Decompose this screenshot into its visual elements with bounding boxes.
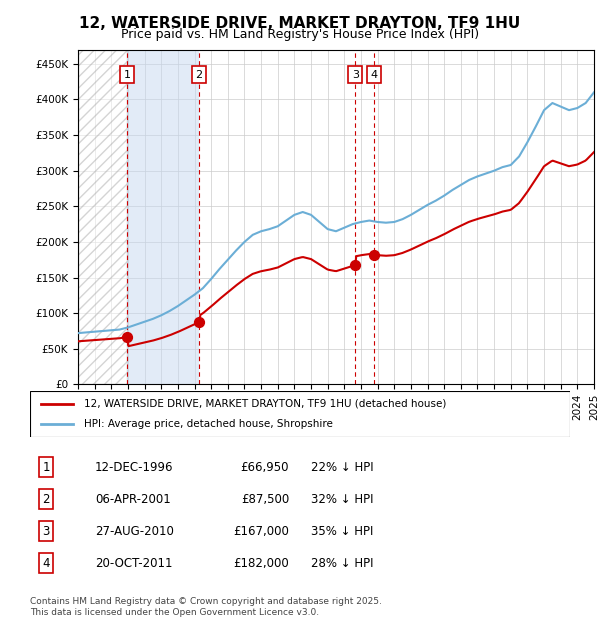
Text: HPI: Average price, detached house, Shropshire: HPI: Average price, detached house, Shro… (84, 419, 333, 429)
Text: 20-OCT-2011: 20-OCT-2011 (95, 557, 172, 570)
Point (350, 260, 360, 270)
Text: 2: 2 (196, 69, 203, 79)
Text: 06-APR-2001: 06-APR-2001 (95, 493, 170, 506)
Text: Contains HM Land Registry data © Crown copyright and database right 2025.
This d: Contains HM Land Registry data © Crown c… (30, 598, 382, 617)
Point (194, 317, 204, 327)
Bar (78, 50, 127, 384)
Text: 12, WATERSIDE DRIVE, MARKET DRAYTON, TF9 1HU: 12, WATERSIDE DRIVE, MARKET DRAYTON, TF9… (79, 16, 521, 30)
Point (122, 332, 132, 342)
Text: 4: 4 (43, 557, 50, 570)
Text: 2: 2 (43, 493, 50, 506)
Text: £66,950: £66,950 (241, 461, 289, 474)
Text: 28% ↓ HPI: 28% ↓ HPI (311, 557, 373, 570)
Text: Price paid vs. HM Land Registry's House Price Index (HPI): Price paid vs. HM Land Registry's House … (121, 28, 479, 41)
Text: 27-AUG-2010: 27-AUG-2010 (95, 525, 173, 538)
Text: 4: 4 (371, 69, 378, 79)
Text: 3: 3 (43, 525, 50, 538)
Text: 1: 1 (43, 461, 50, 474)
Text: 1: 1 (124, 69, 131, 79)
Text: 35% ↓ HPI: 35% ↓ HPI (311, 525, 373, 538)
FancyBboxPatch shape (30, 391, 570, 437)
Text: 22% ↓ HPI: 22% ↓ HPI (311, 461, 373, 474)
Text: 32% ↓ HPI: 32% ↓ HPI (311, 493, 373, 506)
Text: 12-DEC-1996: 12-DEC-1996 (95, 461, 173, 474)
Bar (127, 50, 199, 384)
Text: £87,500: £87,500 (241, 493, 289, 506)
Text: 3: 3 (352, 69, 359, 79)
Point (370, 250, 379, 260)
Text: £167,000: £167,000 (233, 525, 289, 538)
Text: 12, WATERSIDE DRIVE, MARKET DRAYTON, TF9 1HU (detached house): 12, WATERSIDE DRIVE, MARKET DRAYTON, TF9… (84, 399, 446, 409)
Text: £182,000: £182,000 (233, 557, 289, 570)
